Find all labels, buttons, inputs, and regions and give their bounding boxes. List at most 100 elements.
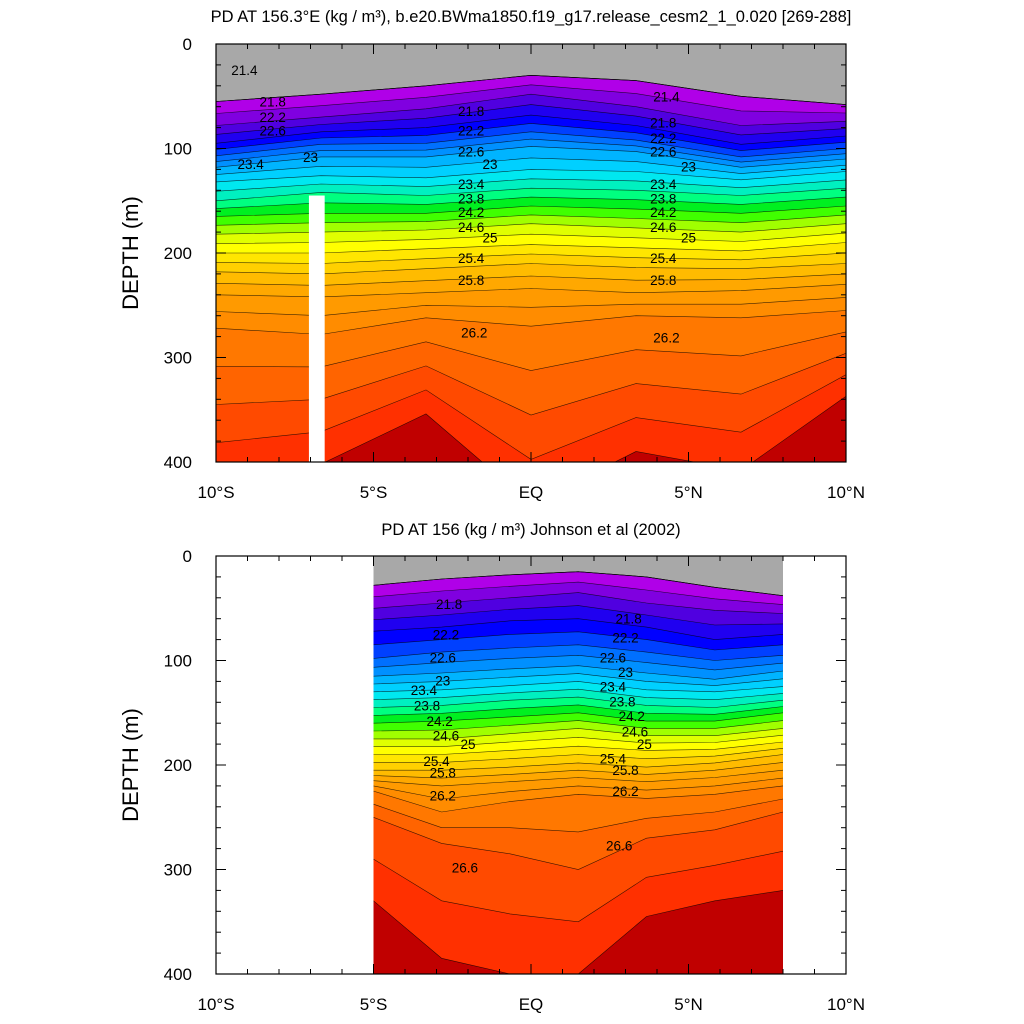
- contour-line-1-3: [373, 581, 784, 605]
- contour-label: 25.8: [650, 273, 676, 288]
- y-tick-label: 200: [164, 244, 192, 263]
- contour-line-1-22: [373, 754, 784, 771]
- contour-label: 26.2: [430, 788, 456, 803]
- contour-label: 21.4: [653, 89, 680, 104]
- y-axis-label-bottom: DEPTH (m): [118, 708, 143, 822]
- contour-label: 23: [681, 159, 696, 174]
- contour-line-0-14: [216, 187, 846, 202]
- contour-label: 23: [435, 673, 450, 688]
- contour-label: 22.6: [600, 650, 626, 665]
- y-tick-label: 200: [164, 756, 192, 775]
- contour-label: 25: [637, 737, 652, 752]
- y-tick-label: 100: [164, 652, 192, 671]
- contour-line-1-11: [373, 673, 784, 686]
- contour-label: 24.2: [619, 709, 645, 724]
- contour-label: 23.4: [411, 683, 438, 698]
- contour-line-0-5: [216, 104, 846, 136]
- contour-line-1-19: [373, 734, 784, 747]
- contour-line-1-28: [373, 811, 784, 870]
- contour-line-1-10: [373, 665, 784, 680]
- contour-label: 25.4: [600, 752, 627, 767]
- contour-label: 24.2: [458, 205, 484, 220]
- y-axis-label-top: DEPTH (m): [118, 196, 143, 310]
- y-tick-label: 100: [164, 140, 192, 159]
- y-axis-top: 0 100 200 300 400: [164, 35, 846, 472]
- x-tick-label: 10°S: [197, 483, 234, 502]
- density-band-1-0: [373, 556, 783, 596]
- contour-label: 21.8: [650, 115, 676, 130]
- panel-top: 21.421.421.821.821.822.222.2 22.222.622.6…: [164, 35, 865, 502]
- contour-line-0-6: [216, 114, 846, 145]
- contour-line-0-11: [216, 157, 846, 175]
- x-tick-label: EQ: [519, 483, 544, 502]
- contour-label: 26.6: [606, 838, 632, 853]
- contour-label: 21.8: [458, 104, 484, 119]
- x-axis-bottom: 10°S 5°S EQ 5°N 10°N: [197, 556, 865, 1014]
- contour-label: 22.2: [433, 627, 459, 642]
- contour-line-1-26: [373, 785, 784, 813]
- contour-label: 25.4: [423, 754, 450, 769]
- contour-label: 22.6: [650, 145, 676, 160]
- missing-data-column: [308, 195, 325, 462]
- contour-line-0-3: [216, 84, 846, 114]
- contour-label: 23.8: [458, 192, 484, 207]
- y-tick-label: 400: [164, 453, 192, 472]
- plot-area-bottom: [373, 556, 784, 974]
- contour-line-1-8: [373, 644, 784, 661]
- x-tick-label: 10°N: [827, 483, 865, 502]
- chart-title-top: PD AT 156.3°E (kg / m³), b.e20.BWma1850.…: [211, 8, 852, 26]
- contour-label: 21.8: [260, 94, 286, 109]
- contour-line-0-9: [216, 138, 846, 163]
- contour-line-1-20: [373, 741, 784, 755]
- x-tick-label: 5°S: [360, 995, 388, 1014]
- contour-label: 24.2: [427, 714, 453, 729]
- contour-label: 24.6: [622, 725, 648, 740]
- x-axis-top: 10°S 5°S EQ 5°N 10°N: [197, 44, 865, 502]
- contour-label: 23.4: [238, 157, 265, 172]
- contour-label: 22.2: [260, 110, 286, 125]
- contour-label: 22.6: [458, 145, 484, 160]
- contour-line-1-29: [373, 850, 784, 923]
- contour-line-1-13: [373, 688, 784, 701]
- contour-label: 23.4: [458, 177, 485, 192]
- x-tick-label: EQ: [519, 995, 544, 1014]
- y-tick-label: 300: [164, 349, 192, 368]
- contour-line-1-12: [373, 681, 784, 693]
- contour-labels-top: 21.421.421.821.821.822.222.2 22.222.622.6…: [231, 63, 696, 346]
- contour-label: 21.8: [616, 612, 642, 627]
- x-tick-label: 5°N: [674, 483, 703, 502]
- y-axis-bottom: 0 100 200 300 400: [164, 547, 846, 984]
- contour-line-0-2: [216, 74, 846, 105]
- contour-line-1-23: [373, 762, 784, 779]
- plot-area-top: [216, 44, 846, 462]
- contour-label: 24.6: [458, 220, 484, 235]
- contour-label: 25.4: [650, 251, 677, 266]
- y-tick-label: 0: [183, 35, 192, 54]
- contour-line-0-7: [216, 123, 846, 151]
- y-tick-label: 300: [164, 861, 192, 880]
- contour-line-1-6: [373, 618, 784, 640]
- contour-label: 21.4: [231, 63, 258, 78]
- contour-line-1-17: [373, 720, 784, 732]
- contour-label: 24.6: [433, 729, 459, 744]
- contour-line-1-7: [373, 631, 784, 651]
- contour-line-1-18: [373, 728, 784, 740]
- contour-label: 26.2: [461, 325, 487, 340]
- contour-line-1-9: [373, 654, 784, 671]
- x-tick-label: 5°N: [674, 995, 703, 1014]
- contour-line-1-27: [373, 798, 784, 833]
- contour-line-1-21: [373, 748, 784, 763]
- x-tick-label: 10°S: [197, 995, 234, 1014]
- contour-label: 23: [303, 150, 318, 165]
- contour-label: 25.8: [458, 273, 484, 288]
- contour-label: 22.2: [612, 631, 638, 646]
- contour-label: 24.6: [650, 220, 676, 235]
- contour-label: 25.8: [612, 763, 638, 778]
- contour-line-1-25: [373, 777, 784, 800]
- contour-label: 23.8: [414, 698, 440, 713]
- contour-label: 26.6: [452, 860, 478, 875]
- contour-label: 23: [618, 665, 633, 680]
- contour-label: 23.8: [650, 192, 676, 207]
- contour-line-1-4: [373, 592, 784, 614]
